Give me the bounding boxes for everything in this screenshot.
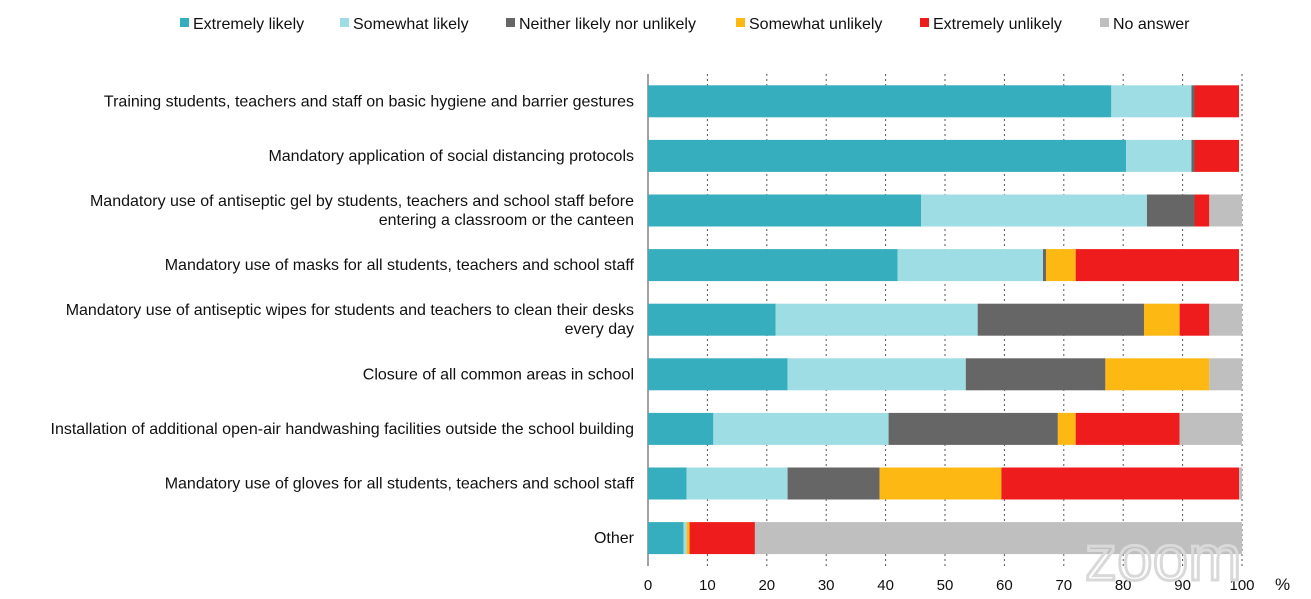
bar-segment [965,358,1106,391]
bar-segment [648,249,898,282]
legend: Extremely likely Somewhat likely Neither l… [180,16,1190,33]
category-label: Closure of all common areas in school [363,366,634,383]
x-tick-label: 40 [877,577,894,594]
legend-swatch [1100,18,1109,27]
bar-segment [1191,139,1195,172]
bars [648,85,1242,555]
category-label: Training students, teachers and staff on… [104,93,634,110]
bar-segment [648,522,684,555]
bar-segment [787,358,966,391]
x-tick-label: 100 [1229,577,1254,594]
bar-segment [713,412,889,445]
bar-segment [787,467,880,500]
bar-segment [648,139,1127,172]
bar-segment [648,467,687,500]
bar-segment [648,85,1112,118]
bar-segment [879,467,1002,500]
legend-entry: No answer [1113,16,1190,33]
bar-segment [977,303,1144,336]
x-tick-label: 90 [1174,577,1191,594]
bar-segment [897,249,1044,282]
bar-segment [648,358,788,391]
x-tick-label: 80 [1115,577,1132,594]
legend-swatch [920,18,929,27]
legend-entry: Neither likely nor unlikely [519,16,696,33]
category-label: Mandatory use of masks for all students,… [165,257,635,274]
bar-segment [648,194,922,227]
bar-segment [1057,412,1076,445]
x-tick-label: 0 [644,577,652,594]
x-tick-label: 10 [699,577,716,594]
legend-swatch [340,18,349,27]
bar-segment [648,412,714,445]
x-tick-label: 30 [818,577,835,594]
bar-segment [1045,249,1076,282]
bar-segment [686,522,690,555]
bar-segment [1105,358,1210,391]
bar-segment [689,522,755,555]
bar-segment [1209,194,1242,227]
category-label: Other [594,530,635,547]
x-tick-label: 70 [1055,577,1072,594]
category-label: entering a classroom or the canteen [379,212,634,229]
bar-segment [1146,194,1195,227]
bar-segment [1075,249,1240,282]
bar-segment [1143,303,1180,336]
bar-segment [1194,139,1240,172]
bar-segment [1126,139,1192,172]
category-label: Mandatory use of gloves for all students… [165,476,635,493]
x-axis-unit-label: % [1275,575,1290,594]
bar-segment [921,194,1147,227]
bar-segment [1075,412,1180,445]
legend-entry: Somewhat unlikely [749,16,882,33]
legend-entry: Somewhat likely [353,16,469,33]
legend-swatch [506,18,515,27]
bar-segment [754,522,1242,555]
x-tick-label: 50 [937,577,954,594]
bar-segment [648,303,776,336]
bar-segment [683,522,687,555]
category-label: Installation of additional open-air hand… [51,421,635,438]
zoom-watermark: zoom [1085,522,1242,594]
bar-segment [1043,249,1046,282]
bar-segment [1191,85,1195,118]
bar-segment [888,412,1058,445]
category-label: every day [565,321,634,338]
x-tick-label: 60 [996,577,1013,594]
category-labels: Training students, teachers and staff on… [51,93,635,547]
legend-entry: Extremely unlikely [933,16,1062,33]
category-label: Mandatory use of antiseptic wipes for st… [66,302,634,319]
bar-segment [1209,358,1242,391]
bar-segment [1209,303,1242,336]
x-tick-label: 20 [758,577,775,594]
bar-segment [1179,412,1242,445]
x-axis-ticks: 0 10 20 30 40 50 60 70 80 90 100 [644,577,1255,594]
bar-segment [1179,303,1210,336]
bar-segment [1194,194,1210,227]
legend-entry: Extremely likely [193,16,304,33]
bar-segment [1194,85,1240,118]
bar-segment [1001,467,1240,500]
bar-segment [1239,467,1242,500]
legend-swatch [736,18,745,27]
bar-segment [1111,85,1192,118]
bar-segment [686,467,788,500]
legend-swatch [180,18,189,27]
category-label: Mandatory application of social distanci… [268,148,634,165]
bar-segment [775,303,978,336]
category-label: Mandatory use of antiseptic gel by stude… [90,193,634,210]
